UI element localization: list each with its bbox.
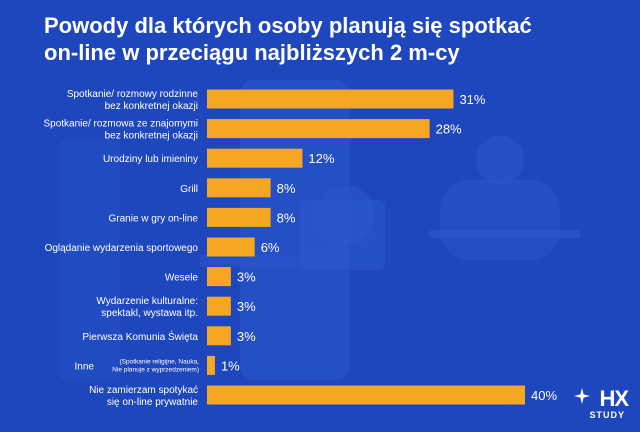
bar (207, 326, 231, 346)
bar (207, 355, 215, 375)
bar (207, 148, 303, 168)
bar (207, 267, 231, 287)
chart-title: Powody dla których osoby planują się spo… (44, 12, 624, 66)
category-label: się on-line prywatnie (107, 397, 199, 408)
category-label: Grill (180, 184, 198, 195)
value-label: 3% (237, 329, 256, 344)
category-label: Spotkanie/ rozmowa ze znajomymi (43, 119, 198, 130)
bar (207, 207, 271, 227)
category-note: (Spotkanie religijne, Nauka, (120, 358, 200, 365)
category-label: Nie zamierzam spotykać (89, 385, 198, 396)
logo-text: HX (599, 386, 629, 411)
bar (207, 178, 271, 198)
title-line-1: Powody dla których osoby planują się spo… (44, 13, 532, 38)
bar (207, 119, 430, 139)
category-label: Granie w gry on-line (109, 213, 199, 224)
value-label: 40% (531, 388, 557, 403)
bar (207, 385, 525, 405)
bar (207, 296, 231, 316)
category-label: Urodziny lub imieniny (103, 154, 198, 165)
brand-logo: HX STUDY (574, 386, 629, 424)
value-label: 28% (436, 122, 462, 137)
value-label: 3% (237, 270, 256, 285)
category-label: Wydarzenie kulturalne: (96, 296, 198, 307)
category-label: bez konkretnej okazji (105, 101, 198, 112)
bar (207, 89, 454, 109)
category-label: Inne (75, 361, 95, 372)
bar (207, 237, 255, 257)
category-label: Wesele (165, 273, 199, 284)
category-label: Oglądanie wydarzenia sportowego (45, 243, 199, 254)
title-line-2: on-line w przeciągu najbliższych 2 m-cy (44, 40, 460, 65)
value-label: 31% (459, 92, 485, 107)
value-label: 12% (308, 151, 334, 166)
value-label: 8% (277, 210, 296, 225)
value-label: 1% (221, 358, 240, 373)
category-label: Spotkanie/ rozmowy rodzinne (67, 89, 199, 100)
category-label: bez konkretnej okazji (105, 131, 198, 142)
category-label: Pierwsza Komunia Święta (82, 330, 198, 343)
logo-subtext: STUDY (589, 410, 625, 420)
category-note: Nie planuje z wyprzedzeniem) (112, 366, 199, 373)
value-label: 8% (277, 181, 296, 196)
value-label: 6% (261, 240, 280, 255)
star-icon (574, 388, 590, 404)
value-label: 3% (237, 299, 256, 314)
category-label: spektakl, wystawa itp. (101, 308, 198, 319)
